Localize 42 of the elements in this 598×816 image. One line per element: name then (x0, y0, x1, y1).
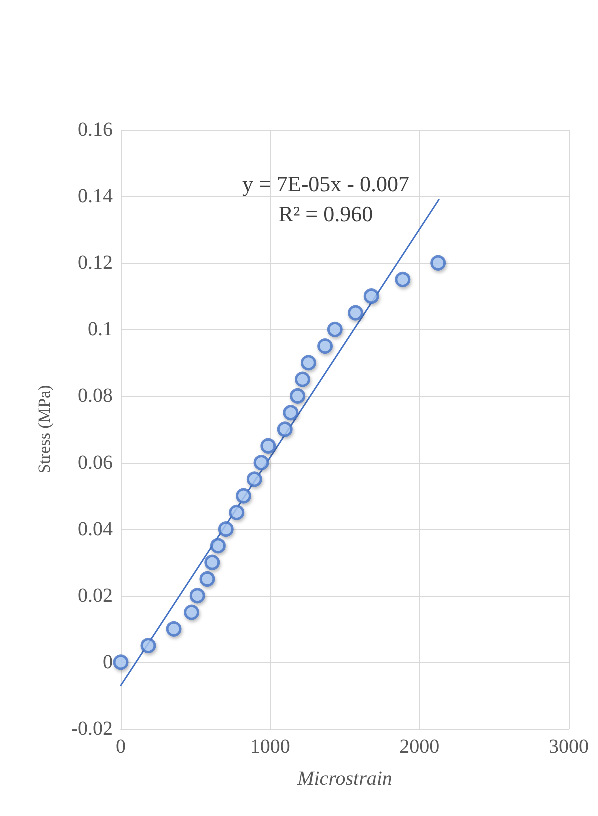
y-tick-label: 0.08 (78, 385, 113, 408)
y-tick-label: -0.02 (71, 718, 113, 740)
point (364, 288, 380, 304)
point (200, 572, 216, 587)
point (166, 621, 182, 637)
x-tick-label: 2000 (400, 736, 440, 758)
point (218, 522, 234, 538)
point (318, 338, 334, 354)
x-tick-label: 1000 (250, 736, 290, 758)
point (295, 372, 310, 388)
annotation: y = 7E-05x - 0.007 (242, 172, 410, 196)
point (113, 654, 129, 670)
point (300, 355, 316, 371)
point (283, 405, 299, 421)
point (229, 504, 245, 520)
y-tick-label: 0 (103, 651, 113, 674)
point (190, 588, 206, 604)
point (236, 488, 252, 504)
y-tick-label: 0.04 (78, 518, 113, 540)
x-axis-title: Microstrain (296, 768, 392, 790)
annotation: R² = 0.960 (278, 202, 374, 226)
y-axis-title: Stress (MPa) (35, 385, 54, 474)
point (277, 422, 293, 438)
point (395, 272, 411, 288)
point (430, 255, 446, 271)
point (204, 554, 220, 570)
point (290, 388, 306, 404)
point (210, 538, 226, 554)
point (254, 455, 270, 471)
point (140, 638, 156, 654)
point (327, 322, 343, 338)
point (184, 604, 200, 620)
y-tick-label: 0.02 (78, 584, 113, 607)
point (348, 305, 364, 321)
point (246, 472, 262, 488)
x-tick-label: 3000 (549, 736, 589, 758)
point (260, 438, 276, 454)
y-tick-label: 0.16 (78, 119, 113, 141)
y-tick-label: 0.1 (88, 318, 113, 341)
y-tick-label: 0.14 (78, 186, 113, 208)
y-tick-label: 0.12 (78, 252, 113, 274)
y-tick-label: 0.06 (78, 452, 113, 474)
